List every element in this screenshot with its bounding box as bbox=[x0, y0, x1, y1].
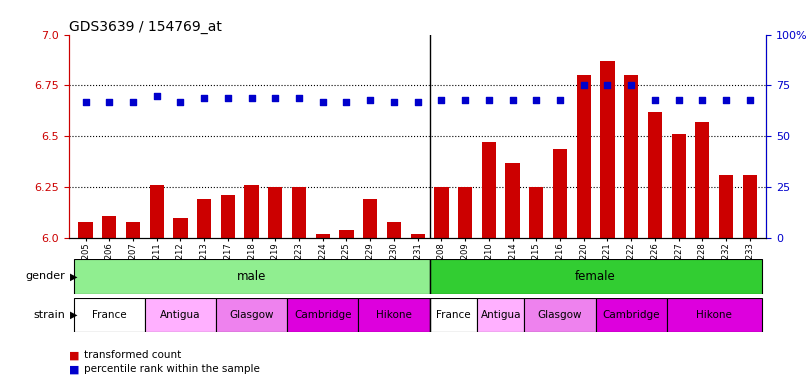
Point bbox=[268, 94, 281, 101]
Point bbox=[483, 97, 496, 103]
Text: male: male bbox=[237, 270, 266, 283]
Bar bbox=[145, 298, 216, 332]
Text: Glasgow: Glasgow bbox=[538, 310, 582, 320]
Bar bbox=[244, 185, 259, 238]
Point bbox=[672, 97, 685, 103]
Bar bbox=[197, 199, 212, 238]
Bar bbox=[595, 298, 667, 332]
Point bbox=[150, 93, 163, 99]
Text: percentile rank within the sample: percentile rank within the sample bbox=[84, 364, 260, 374]
Text: Hikone: Hikone bbox=[376, 310, 412, 320]
Bar bbox=[553, 149, 567, 238]
Point bbox=[649, 97, 662, 103]
Bar bbox=[126, 222, 140, 238]
Point bbox=[103, 99, 116, 105]
Text: female: female bbox=[575, 270, 616, 283]
Point bbox=[340, 99, 353, 105]
Text: ■: ■ bbox=[69, 364, 79, 374]
Bar bbox=[268, 187, 282, 238]
Bar bbox=[719, 175, 733, 238]
Bar bbox=[672, 134, 686, 238]
Bar bbox=[339, 230, 354, 238]
Bar bbox=[315, 234, 330, 238]
Bar bbox=[174, 218, 187, 238]
Bar bbox=[79, 222, 92, 238]
Bar bbox=[358, 298, 430, 332]
Point bbox=[363, 97, 376, 103]
Bar bbox=[505, 163, 520, 238]
Point bbox=[245, 94, 258, 101]
Text: Glasgow: Glasgow bbox=[230, 310, 274, 320]
Bar bbox=[529, 187, 543, 238]
Point bbox=[198, 94, 211, 101]
Bar bbox=[477, 298, 525, 332]
Point bbox=[696, 97, 709, 103]
Bar bbox=[695, 122, 710, 238]
Bar bbox=[363, 199, 377, 238]
Text: ■: ■ bbox=[69, 350, 79, 360]
Text: transformed count: transformed count bbox=[84, 350, 181, 360]
Text: GDS3639 / 154769_at: GDS3639 / 154769_at bbox=[69, 20, 222, 33]
Point bbox=[127, 99, 139, 105]
Bar bbox=[430, 298, 477, 332]
Point bbox=[577, 82, 590, 88]
Bar bbox=[624, 75, 638, 238]
Point bbox=[435, 97, 448, 103]
Point bbox=[293, 94, 306, 101]
Point bbox=[530, 97, 543, 103]
Text: strain: strain bbox=[33, 310, 65, 320]
Bar bbox=[482, 142, 496, 238]
Text: Hikone: Hikone bbox=[697, 310, 732, 320]
Bar bbox=[292, 187, 307, 238]
Point bbox=[174, 99, 187, 105]
Point bbox=[221, 94, 234, 101]
Bar bbox=[577, 75, 591, 238]
Bar bbox=[149, 185, 164, 238]
Bar bbox=[387, 222, 401, 238]
Text: Antigua: Antigua bbox=[480, 310, 521, 320]
Bar bbox=[458, 187, 472, 238]
Text: ▶: ▶ bbox=[70, 310, 77, 320]
Point bbox=[624, 82, 637, 88]
Text: gender: gender bbox=[25, 271, 65, 281]
Text: France: France bbox=[92, 310, 127, 320]
Bar bbox=[648, 112, 662, 238]
Point bbox=[506, 97, 519, 103]
Bar bbox=[216, 298, 287, 332]
Point bbox=[601, 82, 614, 88]
Bar bbox=[743, 175, 757, 238]
Text: France: France bbox=[436, 310, 470, 320]
Point bbox=[316, 99, 329, 105]
Bar bbox=[525, 298, 595, 332]
Bar bbox=[434, 187, 448, 238]
Bar bbox=[430, 259, 762, 294]
Point bbox=[744, 97, 757, 103]
Text: Cambridge: Cambridge bbox=[294, 310, 351, 320]
Text: Cambridge: Cambridge bbox=[603, 310, 660, 320]
Point bbox=[719, 97, 732, 103]
Point bbox=[459, 97, 472, 103]
Point bbox=[411, 99, 424, 105]
Bar bbox=[74, 298, 145, 332]
Bar bbox=[102, 216, 117, 238]
Point bbox=[554, 97, 567, 103]
Text: Antigua: Antigua bbox=[161, 310, 200, 320]
Point bbox=[388, 99, 401, 105]
Bar bbox=[221, 195, 235, 238]
Bar bbox=[600, 61, 615, 238]
Bar bbox=[667, 298, 762, 332]
Bar bbox=[410, 234, 425, 238]
Text: ▶: ▶ bbox=[70, 271, 77, 281]
Bar bbox=[287, 298, 358, 332]
Point bbox=[79, 99, 92, 105]
Bar bbox=[74, 259, 430, 294]
